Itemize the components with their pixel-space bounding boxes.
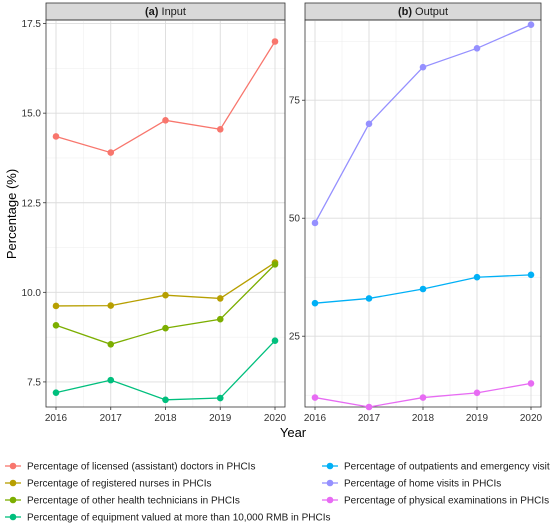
panel-strip-title: (b) Output: [398, 6, 448, 18]
legend-label: Percentage of licensed (assistant) docto…: [27, 462, 255, 473]
y-tick-label: 17.5: [22, 19, 42, 30]
legend-key-point: [326, 496, 334, 504]
y-tick-label: 15.0: [22, 109, 42, 120]
data-point: [527, 271, 535, 279]
data-point: [271, 337, 279, 345]
data-point: [419, 63, 427, 71]
legend-label: Percentage of home visits in PHCIs: [344, 479, 501, 490]
data-point: [311, 299, 319, 307]
x-tick-label: 2019: [466, 413, 489, 424]
data-point: [162, 291, 169, 299]
data-point: [52, 302, 60, 310]
data-point: [473, 389, 481, 397]
x-tick-label: 2018: [412, 413, 435, 424]
data-point: [365, 295, 373, 302]
y-tick-label: 75: [289, 96, 301, 107]
data-point: [419, 394, 427, 401]
panel-output: (b) Output 25 50 75 2016 2017 2018 2019 2020: [289, 2, 543, 424]
legend-label: Percentage of registered nurses in PHCIs: [27, 479, 212, 490]
x-tick-label: 2017: [358, 413, 381, 424]
data-point: [311, 394, 319, 401]
x-axis-title: Year: [280, 425, 307, 440]
data-point: [162, 324, 169, 332]
data-point: [107, 302, 115, 309]
data-point: [216, 315, 224, 323]
data-point: [216, 295, 224, 302]
panel-input: (a) Input 7.5 10.0 12.5 15.0 17.5 2016 2017 2018…: [22, 2, 287, 424]
data-point: [52, 322, 60, 329]
legend-key-point: [326, 462, 334, 470]
legend-key-point: [9, 513, 17, 521]
data-point: [107, 149, 115, 156]
legend-key-point: [9, 462, 17, 470]
data-point: [527, 21, 535, 29]
y-tick-label: 7.5: [27, 377, 41, 388]
data-point: [162, 396, 169, 404]
x-tick-label: 2020: [264, 413, 287, 424]
y-tick-label: 25: [289, 332, 301, 343]
legend-label: Percentage of other health technicians i…: [27, 496, 240, 507]
legend-label: Percentage of equipment valued at more t…: [27, 513, 331, 524]
data-point: [271, 261, 279, 268]
data-point: [271, 38, 279, 45]
data-point: [311, 219, 319, 227]
x-tick-label: 2018: [154, 413, 177, 424]
x-tick-label: 2016: [45, 413, 68, 424]
legend-key-point: [9, 479, 17, 487]
y-tick-label: 10.0: [22, 288, 42, 299]
x-tick-label: 2017: [100, 413, 123, 424]
x-tick-label: 2020: [520, 413, 543, 424]
data-point: [473, 273, 481, 281]
x-tick-label: 2016: [304, 413, 327, 424]
legend-label: Percentage of physical examinations in P…: [344, 496, 549, 507]
data-point: [162, 117, 169, 124]
legend-key-point: [9, 496, 17, 504]
data-point: [107, 340, 115, 348]
data-point: [52, 389, 60, 396]
data-point: [365, 403, 373, 411]
data-point: [216, 125, 224, 133]
data-point: [419, 285, 427, 293]
data-point: [365, 120, 373, 128]
legend: Percentage of licensed (assistant) docto…: [5, 462, 550, 524]
legend-label: Percentage of outpatients and emergency …: [344, 462, 550, 473]
x-tick-label: 2019: [209, 413, 232, 424]
legend-key-point: [326, 479, 334, 487]
y-tick-label: 12.5: [22, 198, 42, 209]
y-axis-title: Percentage (%): [4, 169, 19, 259]
data-point: [107, 376, 115, 384]
data-point: [216, 394, 224, 402]
data-point: [52, 133, 60, 140]
panel-strip-title: (a) Input: [145, 6, 186, 18]
data-point: [527, 380, 535, 387]
data-point: [473, 45, 481, 52]
y-tick-label: 50: [289, 214, 301, 225]
